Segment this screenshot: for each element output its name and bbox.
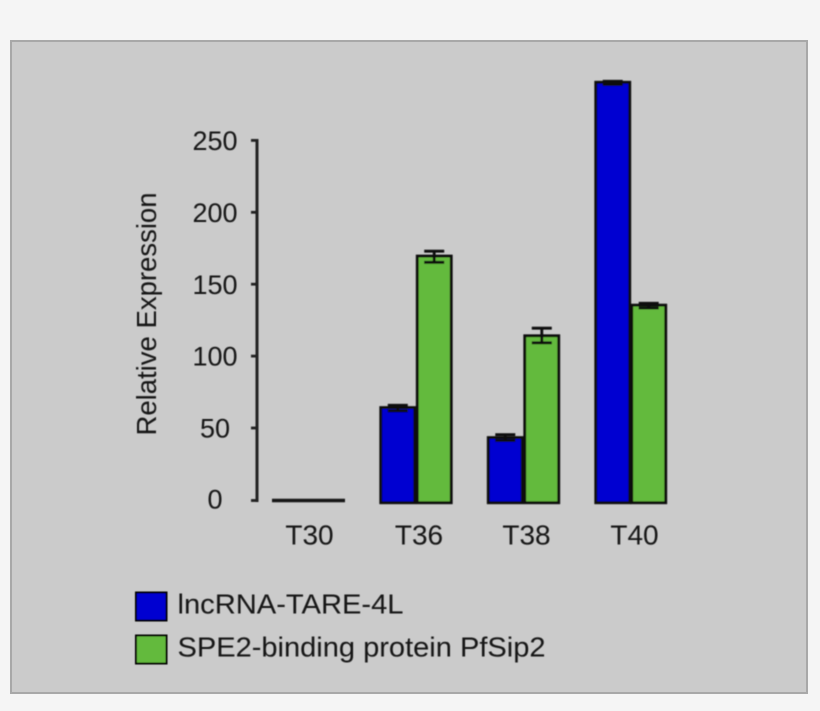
svg-text:lncRNA-TARE-4L: lncRNA-TARE-4L [178, 589, 404, 620]
svg-text:SPE2-binding protein PfSip2: SPE2-binding protein PfSip2 [178, 632, 546, 663]
svg-text:T38: T38 [502, 520, 550, 551]
svg-text:100: 100 [192, 342, 237, 372]
svg-text:T30: T30 [285, 520, 333, 551]
svg-text:T36: T36 [395, 520, 443, 551]
svg-text:Relative Expression: Relative Expression [131, 192, 162, 435]
svg-text:0: 0 [207, 485, 222, 515]
svg-text:T40: T40 [610, 520, 658, 551]
svg-text:250: 250 [192, 126, 237, 156]
svg-text:150: 150 [192, 270, 237, 300]
svg-text:200: 200 [192, 198, 237, 228]
svg-text:50: 50 [200, 414, 230, 444]
